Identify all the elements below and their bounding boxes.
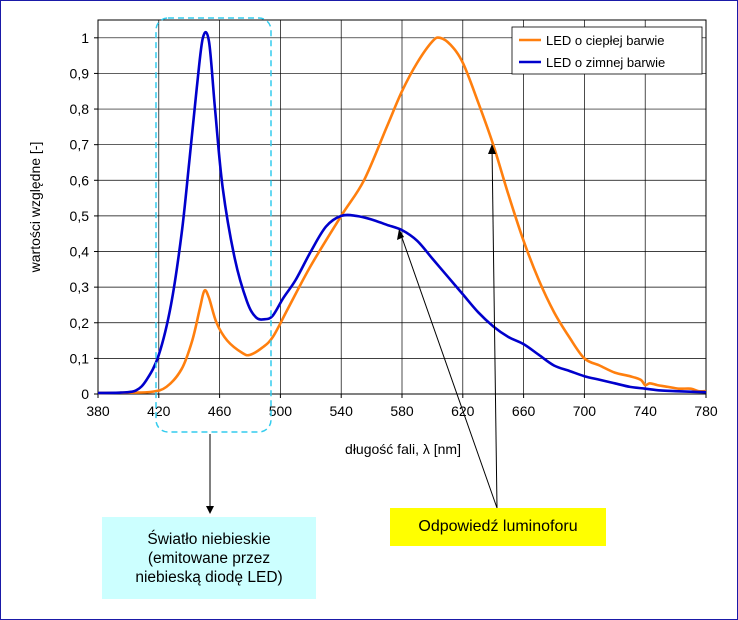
legend-label-warm: LED o ciepłej barwie (546, 33, 665, 48)
x-tick-label: 380 (86, 403, 110, 419)
y-tick-label: 0,6 (70, 172, 90, 188)
x-tick-label: 460 (208, 403, 232, 419)
y-tick-label: 0,9 (70, 65, 90, 81)
blue-light-annotation: Światło niebieskie (emitowane przez nieb… (102, 517, 316, 599)
y-tick-label: 0,7 (70, 137, 90, 153)
y-tick-label: 0,4 (70, 244, 90, 260)
tick-labels: 0 0,1 0,2 0,3 0,4 0,5 0,6 0,7 0,8 0,9 1 380 420 460 50… (70, 30, 718, 419)
y-tick-label: 0 (81, 386, 89, 402)
arrowhead-warm (488, 144, 496, 154)
legend-box (511, 26, 703, 75)
legend: LED o ciepłej barwie LED o zimnej barwie (511, 26, 703, 75)
x-axis-title: długość fali, λ [nm] (345, 441, 461, 457)
y-tick-label: 0,8 (70, 101, 90, 117)
arrowhead-cold (397, 229, 404, 240)
x-tick-label: 500 (269, 403, 293, 419)
x-tick-label: 580 (390, 403, 414, 419)
grid-lines (94, 20, 707, 398)
series-line-cold (97, 30, 707, 395)
x-tick-label: 660 (512, 403, 536, 419)
series-layer (97, 30, 707, 395)
y-tick-label: 1 (81, 30, 89, 46)
arrowhead-blue-light (206, 506, 214, 514)
y-axis-title: wartości względne [-] (27, 142, 43, 274)
phosphor-annotation: Odpowiedź luminoforu (390, 508, 606, 546)
x-tick-label: 540 (330, 403, 354, 419)
x-tick-label: 740 (634, 403, 658, 419)
x-tick-label: 420 (147, 403, 171, 419)
series-line-warm (97, 36, 707, 395)
x-tick-label: 700 (573, 403, 597, 419)
arrow-warm-phosphor (491, 145, 498, 509)
y-tick-label: 0,5 (70, 208, 90, 224)
annotation-arrows (209, 145, 498, 509)
y-tick-label: 0,2 (70, 315, 90, 331)
arrow-cold-phosphor (399, 231, 498, 509)
blue-region-highlight (155, 17, 272, 433)
y-tick-label: 0,3 (70, 279, 90, 295)
x-tick-label: 780 (694, 403, 718, 419)
y-tick-label: 0,1 (70, 350, 90, 366)
arrow-heads (206, 144, 496, 514)
legend-label-cold: LED o zimnej barwie (546, 55, 665, 70)
plot-area (97, 19, 707, 395)
